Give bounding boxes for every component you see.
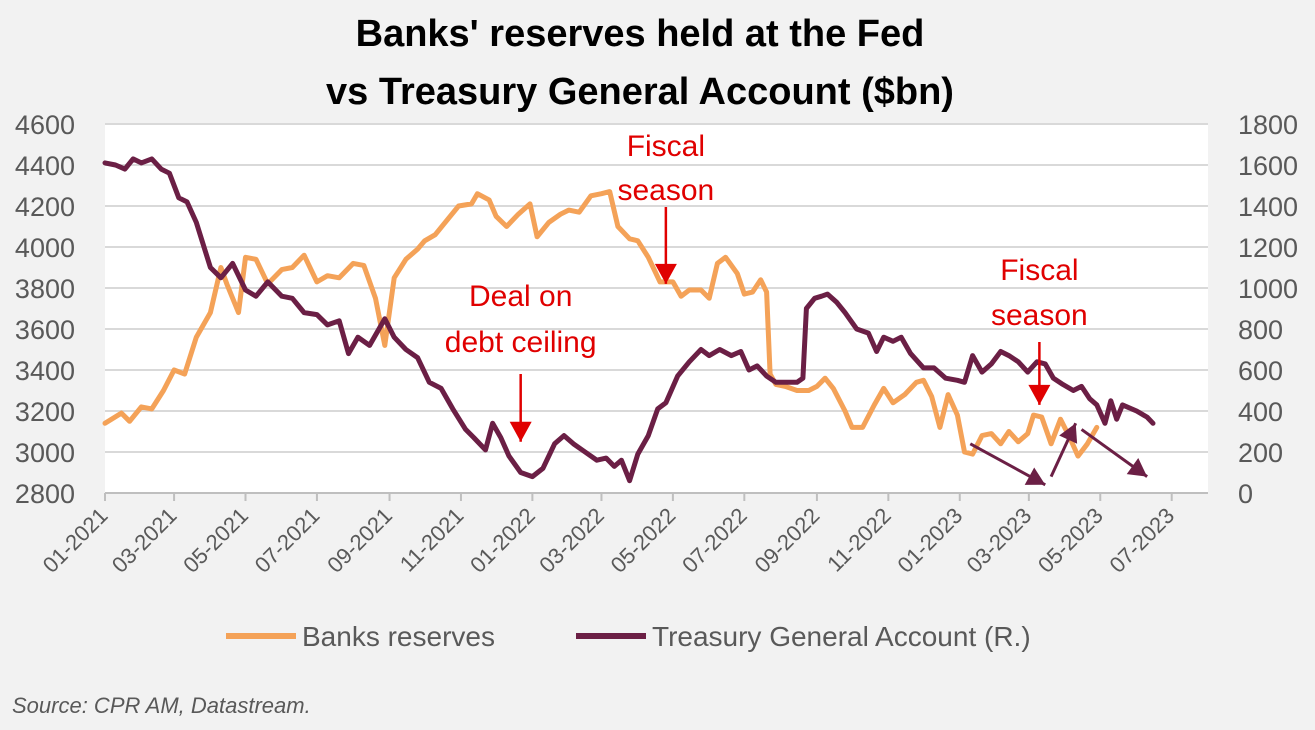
x-tick-label: 01-2023 (893, 503, 968, 578)
plot-area (105, 124, 1208, 493)
x-tick-label: 03-2021 (107, 503, 182, 578)
annotations: Fiscal season Deal on debt ceiling Fiscal sea… (445, 130, 1148, 487)
right-tick-label: 1600 (1238, 151, 1298, 181)
series-line-treasury-general-account (102, 156, 1156, 484)
series-line-banks-reserves (102, 189, 1100, 459)
x-tick-label: 05-2021 (178, 503, 253, 578)
legend-label-tga: Treasury General Account (R.) (652, 621, 1031, 652)
x-axis-ticks: 01-202103-202105-202107-202109-202111-20… (38, 492, 1208, 578)
right-tick-label: 1200 (1238, 233, 1298, 263)
x-tick-label: 07-2022 (677, 503, 752, 578)
x-tick-label: 09-2021 (322, 503, 397, 578)
annotation-text: debt ceiling (445, 326, 597, 359)
forecast-arrow (1049, 422, 1078, 478)
x-tick-label: 11-2022 (822, 503, 896, 577)
annotation-text: Fiscal (627, 130, 705, 163)
annotation-arrow (654, 207, 677, 284)
left-tick-label: 4400 (15, 151, 75, 181)
annotation-text: Deal on (469, 280, 572, 313)
left-tick-label: 3200 (15, 397, 75, 427)
series-lines (102, 156, 1156, 484)
right-tick-label: 1000 (1238, 274, 1298, 304)
chart-title-line-1: Banks' reserves held at the Fed (356, 13, 925, 55)
x-tick-label: 09-2022 (750, 503, 825, 578)
annotation-text: season (617, 174, 714, 207)
annotation-text: Fiscal (1000, 254, 1078, 287)
x-tick-label: 07-2021 (250, 503, 325, 578)
left-tick-label: 4200 (15, 192, 75, 222)
left-tick-label: 2800 (15, 479, 75, 509)
x-tick-label: 03-2023 (962, 503, 1037, 578)
legend: Banks reserves Treasury General Account … (226, 621, 1031, 652)
x-tick-label: 03-2022 (534, 503, 609, 578)
left-tick-label: 3600 (15, 315, 75, 345)
left-tick-label: 3000 (15, 438, 75, 468)
right-tick-label: 1400 (1238, 192, 1298, 222)
x-tick-label: 01-2021 (38, 503, 113, 578)
right-tick-label: 0 (1238, 479, 1253, 509)
plot-background (105, 124, 1208, 493)
left-tick-label: 4600 (15, 110, 75, 140)
annotation-arrow (509, 374, 532, 442)
forecast-arrow (1080, 428, 1148, 478)
right-tick-label: 200 (1238, 438, 1283, 468)
right-tick-label: 800 (1238, 315, 1283, 345)
x-tick-label: 01-2022 (465, 503, 540, 578)
x-tick-label: 11-2021 (395, 503, 469, 577)
x-tick-label: 07-2023 (1104, 503, 1179, 578)
source-note: Source: CPR AM, Datastream. (12, 693, 311, 718)
x-tick-label: 05-2023 (1033, 503, 1108, 578)
right-tick-label: 600 (1238, 356, 1283, 386)
annotation-arrow (1028, 342, 1051, 405)
chart-title-line-2: vs Treasury General Account ($bn) (326, 71, 954, 113)
forecast-arrow (969, 442, 1046, 487)
left-axis-ticks: 4600 4400 4200 4000 3800 3600 3400 3200 3000 2800 (15, 110, 75, 509)
left-tick-label: 3400 (15, 356, 75, 386)
right-tick-label: 1800 (1238, 110, 1298, 140)
x-tick-label: 05-2022 (606, 503, 681, 578)
right-axis-ticks: 1800 1600 1400 1200 1000 800 600 400 200 0 (1238, 110, 1298, 509)
right-tick-label: 400 (1238, 397, 1283, 427)
left-tick-label: 4000 (15, 233, 75, 263)
left-tick-label: 3800 (15, 274, 75, 304)
annotation-text: season (991, 299, 1088, 332)
legend-label-reserves: Banks reserves (302, 621, 495, 652)
